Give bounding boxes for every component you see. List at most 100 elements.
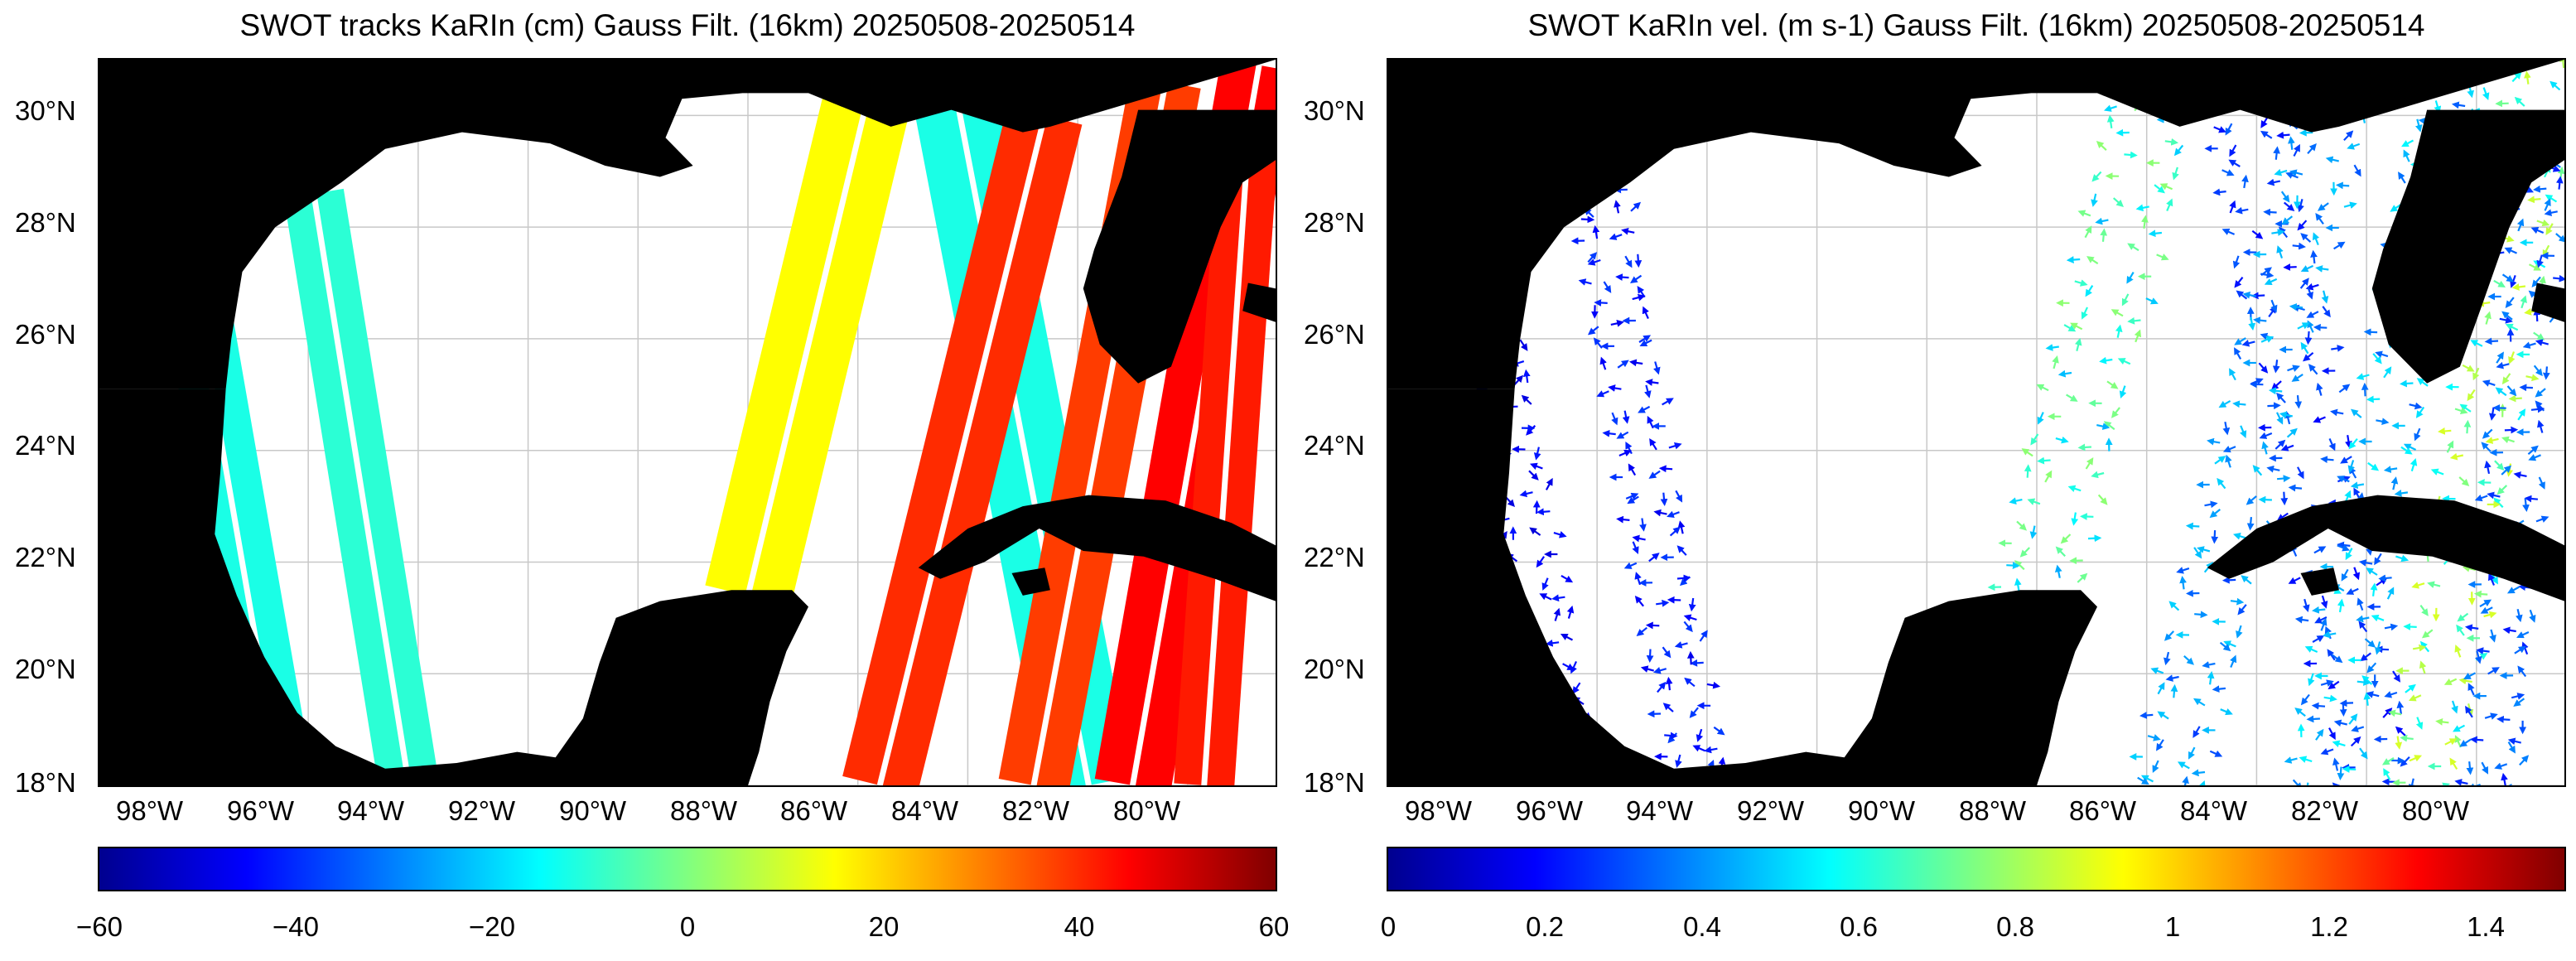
lon-label: 86°W	[780, 795, 848, 826]
velocity-arrow	[2542, 244, 2550, 258]
velocity-arrow	[1683, 621, 1693, 633]
velocity-arrow	[2063, 324, 2077, 332]
velocity-arrow	[2400, 756, 2410, 767]
velocity-arrow	[2544, 198, 2551, 211]
velocity-arrow	[2156, 254, 2169, 261]
velocity-arrow	[1660, 492, 1668, 506]
velocity-arrow	[2341, 568, 2349, 582]
velocity-arrow	[2258, 362, 2269, 374]
velocity-arrow	[2487, 667, 2500, 675]
velocity-arrow	[1529, 462, 1543, 470]
velocity-arrow	[2315, 728, 2324, 741]
velocity-arrow	[2304, 331, 2313, 345]
velocity-arrow	[2037, 412, 2044, 425]
velocity-arrow	[2213, 126, 2226, 133]
colorbar-tick-label: 1	[2164, 911, 2181, 942]
velocity-arrow	[2457, 612, 2469, 622]
velocity-arrow	[2225, 123, 2233, 136]
velocity-arrow	[2388, 709, 2402, 717]
right-map[interactable]	[1387, 58, 2566, 787]
velocity-arrow	[2449, 757, 2458, 770]
nadir-gap	[745, 92, 872, 596]
velocity-arrow	[2499, 316, 2513, 324]
colorbar-tick-label: 1.2	[2310, 911, 2348, 942]
velocity-arrow	[2312, 606, 2326, 614]
velocity-arrow	[1536, 556, 1546, 568]
velocity-arrow	[2395, 554, 2410, 563]
velocity-arrow	[1667, 510, 1680, 518]
velocity-arrow	[2487, 572, 2496, 586]
velocity-arrow	[1536, 508, 1551, 516]
velocity-arrow	[2306, 311, 2319, 318]
velocity-arrow	[2484, 460, 2492, 475]
velocity-arrow	[2134, 329, 2142, 343]
velocity-arrow	[1662, 398, 1674, 406]
velocity-arrow	[1675, 754, 1682, 768]
velocity-arrow	[1652, 667, 1667, 674]
velocity-arrow	[2314, 616, 2328, 624]
velocity-arrow	[2544, 209, 2558, 217]
velocity-arrow	[2357, 678, 2371, 686]
lon-label: 84°W	[2180, 795, 2248, 826]
velocity-arrow	[2207, 437, 2221, 446]
velocity-arrow	[2496, 716, 2511, 723]
velocity-arrow	[1533, 447, 1541, 461]
velocity-arrow	[2300, 264, 2314, 273]
velocity-arrow	[2077, 443, 2091, 452]
velocity-arrow	[2485, 437, 2499, 444]
velocity-arrow	[1622, 410, 1630, 424]
velocity-arrow	[2533, 365, 2543, 377]
velocity-arrow	[2370, 582, 2378, 596]
lon-label: 86°W	[2069, 795, 2137, 826]
velocity-arrow	[2320, 679, 2334, 687]
isla-juventud	[1011, 567, 1050, 596]
velocity-arrow	[2374, 641, 2382, 655]
velocity-arrow	[2481, 761, 2489, 775]
velocity-arrow	[2327, 649, 2336, 661]
colorbar-tick-label: 0.4	[1683, 911, 1721, 942]
velocity-arrow	[1621, 227, 1635, 235]
velocity-arrow	[2487, 491, 2501, 500]
velocity-arrow	[2236, 290, 2248, 300]
lon-label: 84°W	[891, 795, 959, 826]
velocity-arrow	[2322, 306, 2331, 318]
velocity-arrow	[2157, 682, 2165, 695]
velocity-arrow	[2268, 306, 2277, 318]
velocity-arrow	[2253, 316, 2267, 325]
velocity-arrow	[2299, 278, 2309, 289]
velocity-arrow	[2060, 534, 2072, 544]
lon-label: 96°W	[1516, 795, 1584, 826]
velocity-arrow	[2270, 380, 2282, 391]
left-map-canvas	[99, 60, 1276, 785]
velocity-arrow	[2087, 534, 2102, 543]
velocity-arrow	[2533, 260, 2546, 268]
velocity-arrow	[1615, 273, 1629, 281]
velocity-arrow	[2315, 265, 2329, 273]
velocity-arrow	[2235, 206, 2249, 215]
velocity-arrow	[1526, 424, 1536, 436]
velocity-arrow	[2276, 131, 2290, 139]
velocity-arrow	[2297, 220, 2308, 231]
velocity-arrow	[1616, 431, 1629, 439]
velocity-arrow	[2453, 724, 2466, 732]
velocity-arrow	[2112, 197, 2124, 208]
lat-label: 28°N	[1304, 207, 1365, 238]
velocity-arrow	[1541, 577, 1549, 591]
colorbar-tick-label: 0	[679, 911, 696, 942]
velocity-arrow	[2519, 755, 2530, 766]
velocity-arrow	[2395, 726, 2406, 736]
velocity-arrow	[2535, 388, 2546, 398]
velocity-arrow	[2164, 630, 2175, 641]
velocity-arrow	[2525, 374, 2540, 382]
velocity-arrow	[2285, 171, 2299, 179]
left-map[interactable]	[98, 58, 1277, 787]
velocity-arrow	[2276, 412, 2284, 425]
velocity-arrow	[2209, 750, 2223, 757]
velocity-arrow	[2381, 757, 2395, 765]
velocity-arrow	[2308, 673, 2315, 687]
lat-label: 24°N	[1304, 430, 1365, 461]
velocity-arrow	[2288, 136, 2295, 150]
velocity-arrow	[2363, 328, 2378, 336]
velocity-arrow	[2297, 199, 2304, 213]
velocity-arrow	[1632, 541, 1639, 554]
